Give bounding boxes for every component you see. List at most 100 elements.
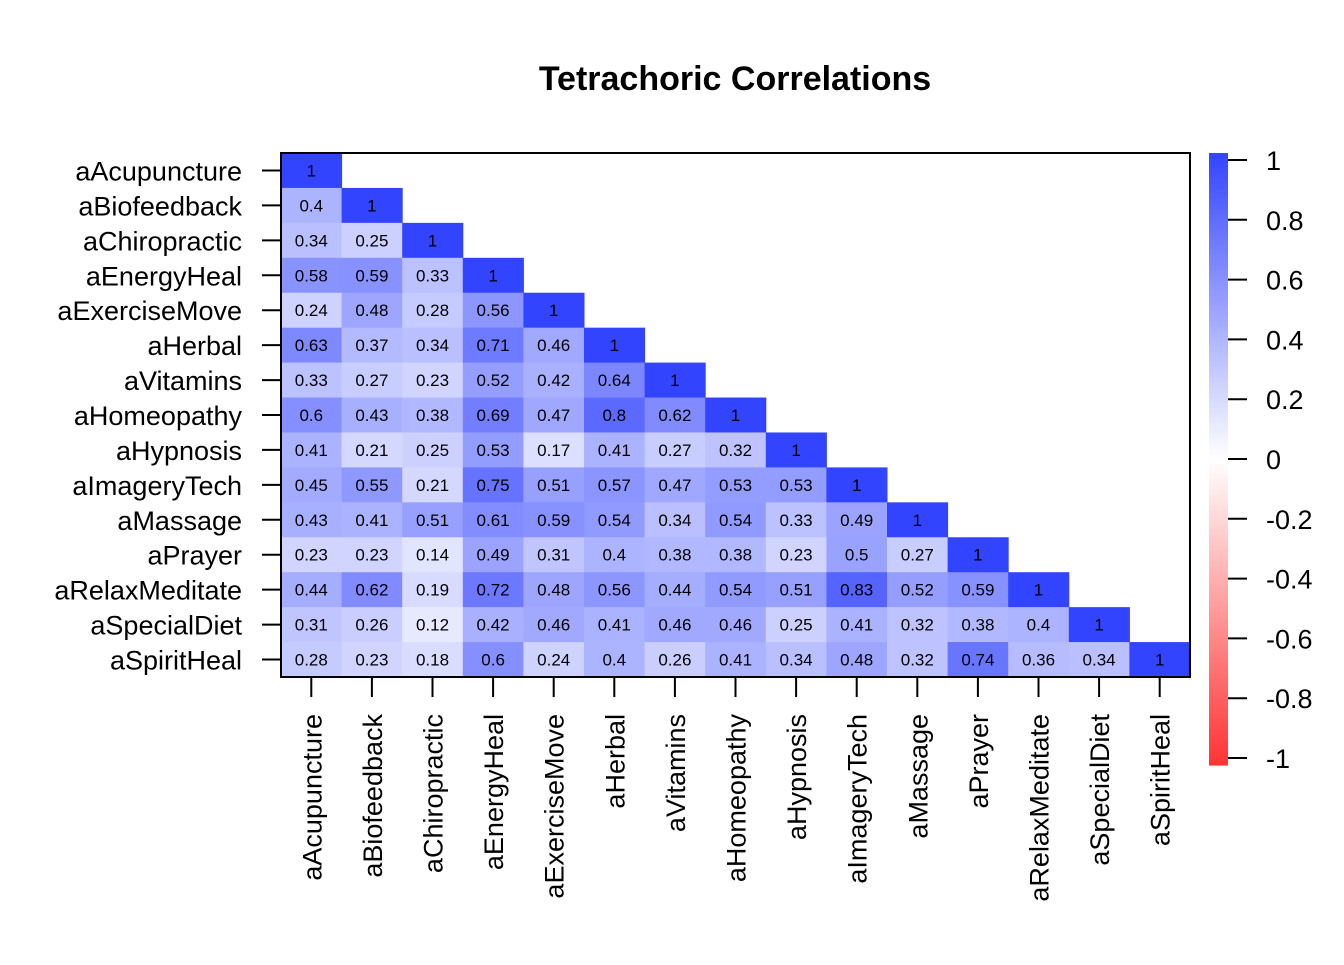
cell-value-label: 0.61 xyxy=(477,511,510,530)
column-label: aPrayer xyxy=(964,714,994,809)
legend-color-step xyxy=(1209,606,1228,613)
cell-value-label: 0.23 xyxy=(355,546,388,565)
heatmap-cell xyxy=(584,502,646,538)
legend-color-step xyxy=(1209,683,1228,690)
legend-color-step xyxy=(1209,234,1228,241)
heatmap-cell xyxy=(705,467,767,503)
legend-color-step xyxy=(1209,336,1228,343)
heatmap-cell xyxy=(765,607,827,643)
legend-color-step xyxy=(1209,535,1228,542)
cell-value-label: 0.47 xyxy=(537,406,570,425)
cell-value-label: 0.28 xyxy=(295,651,328,670)
legend-color-step xyxy=(1209,306,1228,312)
legend-color-step xyxy=(1209,377,1228,384)
legend-color-step xyxy=(1209,601,1228,608)
heatmap-cell xyxy=(402,327,464,364)
cell-value-label: 0.72 xyxy=(477,581,510,600)
column-label: aVitamins xyxy=(661,714,691,832)
column-label: aSpecialDiet xyxy=(1085,714,1115,866)
heatmap-cell xyxy=(402,572,464,608)
legend-color-step xyxy=(1209,576,1228,582)
legend-color-step xyxy=(1209,173,1228,180)
legend-color-step xyxy=(1209,698,1228,705)
legend-color-step xyxy=(1209,229,1228,236)
legend-color-step xyxy=(1209,346,1228,353)
legend-color-step xyxy=(1209,214,1228,220)
heatmap-cell xyxy=(281,397,343,433)
cell-value-label: 0.33 xyxy=(780,511,813,530)
row-label: aMassage xyxy=(117,506,242,536)
cell-value-label: 0.55 xyxy=(355,476,388,495)
cell-value-label: 0.58 xyxy=(295,266,328,285)
cell-value-label: 1 xyxy=(731,406,740,425)
heatmap-cell xyxy=(341,397,403,433)
heatmap-cell xyxy=(887,642,949,678)
legend-color-step xyxy=(1209,402,1228,409)
cell-value-label: 0.46 xyxy=(537,336,570,355)
legend-color-step xyxy=(1209,372,1228,378)
heatmap-cell xyxy=(584,642,646,678)
cell-value-label: 0.49 xyxy=(840,511,873,530)
cell-value-label: 0.53 xyxy=(477,441,510,460)
legend-tick-label: 0.2 xyxy=(1266,385,1304,415)
heatmap-cell xyxy=(584,537,646,573)
legend-color-step xyxy=(1209,270,1228,276)
heatmap-cell xyxy=(341,362,403,399)
legend-color-step xyxy=(1209,703,1228,710)
cell-value-label: 0.23 xyxy=(355,651,388,670)
cell-value-label: 0.41 xyxy=(598,441,631,460)
cell-value-label: 0.31 xyxy=(537,546,570,565)
heatmap-cell xyxy=(705,607,767,643)
legend-tick-label: -0.2 xyxy=(1266,505,1313,535)
heatmap-cell xyxy=(341,257,403,294)
legend-color-step xyxy=(1209,260,1228,266)
row-label: aRelaxMeditate xyxy=(54,576,242,606)
heatmap-cell xyxy=(705,642,767,678)
cell-value-label: 0.23 xyxy=(780,546,813,565)
legend-color-step xyxy=(1209,510,1228,516)
heatmap-cell xyxy=(644,537,706,573)
legend-color-step xyxy=(1209,408,1228,414)
heatmap-cell xyxy=(341,607,403,643)
legend-color-step xyxy=(1209,586,1228,593)
heatmap-cell xyxy=(644,607,706,643)
cell-value-label: 0.37 xyxy=(355,336,388,355)
legend-color-step xyxy=(1209,321,1228,327)
cell-value-label: 0.25 xyxy=(355,231,388,250)
cell-value-label: 1 xyxy=(852,476,861,495)
legend-color-step xyxy=(1209,275,1228,282)
legend-color-step xyxy=(1209,280,1228,287)
legend-color-step xyxy=(1209,494,1228,501)
heatmap-cell xyxy=(584,467,646,503)
heatmap-cell xyxy=(462,327,524,364)
legend-color-step xyxy=(1209,295,1228,302)
column-label: aRelaxMeditate xyxy=(1025,714,1055,902)
cell-value-label: 0.34 xyxy=(780,651,813,670)
legend-tick-label: -0.4 xyxy=(1266,565,1313,595)
cell-value-label: 0.53 xyxy=(719,476,752,495)
legend-color-step xyxy=(1209,749,1228,756)
heatmap-cell xyxy=(402,642,464,678)
heatmap-cell xyxy=(705,572,767,608)
legend-color-step xyxy=(1209,632,1228,639)
heatmap-cell xyxy=(523,327,585,364)
heatmap-cell xyxy=(826,572,888,608)
legend-color-step xyxy=(1209,652,1228,659)
cell-value-label: 1 xyxy=(488,266,497,285)
column-label: aMassage xyxy=(903,714,933,839)
legend-color-step xyxy=(1209,673,1228,679)
legend-color-step xyxy=(1209,561,1228,567)
heatmap-cell xyxy=(1068,607,1130,643)
cell-value-label: 0.42 xyxy=(537,371,570,390)
heatmap-cell xyxy=(887,607,949,643)
heatmap-cell xyxy=(462,502,524,538)
legend-color-step xyxy=(1209,300,1228,307)
cell-value-label: 1 xyxy=(428,231,437,250)
heatmap-cell xyxy=(947,642,1009,678)
heatmap-cell xyxy=(462,537,524,573)
row-label: aSpecialDiet xyxy=(90,611,242,641)
cell-value-label: 0.41 xyxy=(295,441,328,460)
legend-color-step xyxy=(1209,729,1228,735)
cell-value-label: 0.51 xyxy=(416,511,449,530)
cell-value-label: 0.59 xyxy=(537,511,570,530)
